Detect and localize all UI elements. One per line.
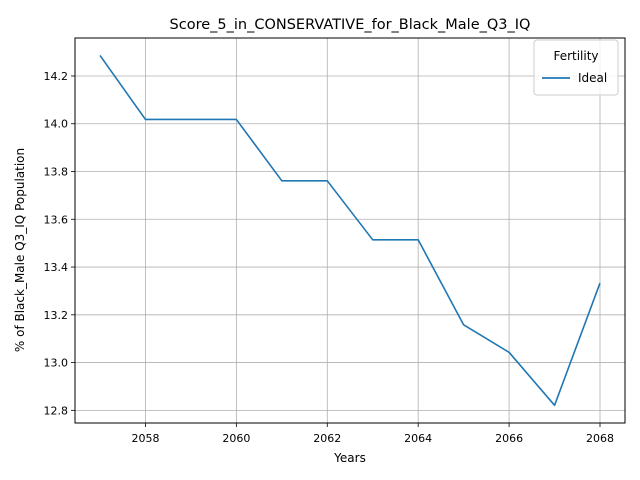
x-tick-label: 2066 [495, 432, 523, 445]
grid-lines [75, 38, 625, 423]
x-tick-label: 2058 [131, 432, 159, 445]
y-tick-label: 13.8 [44, 166, 69, 179]
y-tick-label: 14.2 [44, 70, 69, 83]
y-axis-label: % of Black_Male Q3_IQ Population [13, 148, 27, 352]
y-tick-label: 12.8 [44, 404, 69, 417]
y-axis-ticks: 12.8 13.0 13.2 13.4 13.6 13.8 14.0 14.2 [44, 70, 75, 417]
legend-entry-label: Ideal [578, 71, 607, 85]
x-tick-label: 2060 [222, 432, 250, 445]
plot-frame [74, 37, 626, 424]
x-tick-label: 2064 [404, 432, 432, 445]
chart-title: Score_5_in_CONSERVATIVE_for_Black_Male_Q… [170, 17, 531, 33]
series-lines [99, 54, 601, 407]
y-tick-label: 14.0 [44, 118, 69, 131]
y-tick-label: 13.4 [44, 261, 69, 274]
y-tick-label: 13.6 [44, 213, 69, 226]
y-tick-label: 13.2 [44, 309, 69, 322]
series-line-ideal [99, 54, 601, 407]
x-axis-label: Years [333, 451, 366, 465]
legend: Fertility Ideal [533, 39, 619, 96]
legend-title: Fertility [553, 49, 598, 63]
y-tick-label: 13.0 [44, 357, 69, 370]
x-axis-ticks: 2058 2060 2062 2064 2066 2068 [131, 423, 614, 445]
x-tick-label: 2062 [313, 432, 341, 445]
x-tick-label: 2068 [586, 432, 614, 445]
legend-box [533, 39, 619, 96]
